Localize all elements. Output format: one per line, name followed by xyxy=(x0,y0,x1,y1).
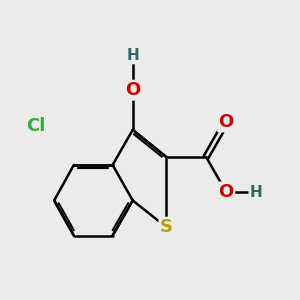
Text: O: O xyxy=(219,183,234,201)
Text: O: O xyxy=(125,81,140,99)
Text: Cl: Cl xyxy=(26,117,45,135)
Text: S: S xyxy=(160,218,173,236)
Text: H: H xyxy=(126,48,139,63)
Text: H: H xyxy=(250,184,262,200)
Text: O: O xyxy=(219,113,234,131)
